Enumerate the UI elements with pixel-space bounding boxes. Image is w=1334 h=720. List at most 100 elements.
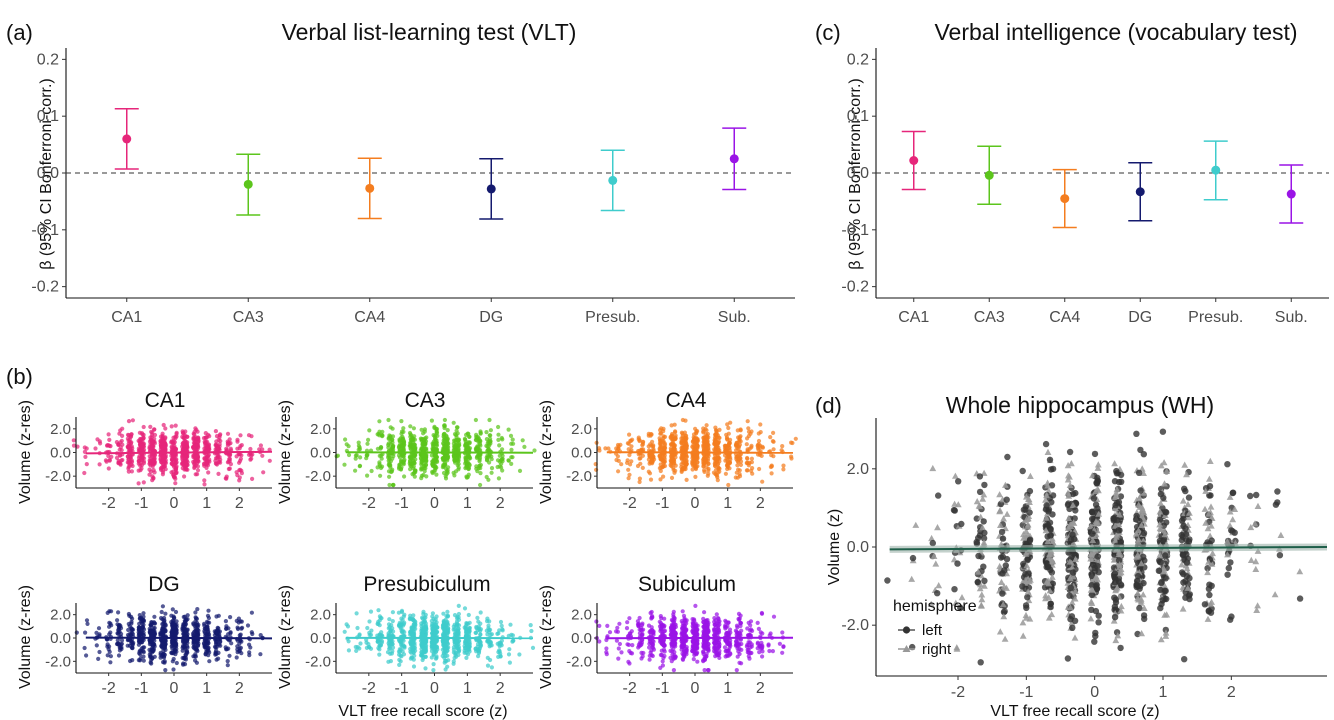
panel-b-point-ca1 xyxy=(106,466,111,471)
panel-b-point-dg xyxy=(148,654,153,660)
panel-b-point-ca4 xyxy=(734,470,739,475)
panel-b-point-ca4 xyxy=(736,445,741,450)
panel-b-point-presubiculum xyxy=(465,642,470,647)
panel-b-point-ca4 xyxy=(703,439,708,444)
panel-b-point-dg xyxy=(237,633,242,638)
panel-b-point-ca1 xyxy=(225,431,231,436)
panel-b-point-dg xyxy=(206,608,211,613)
panel-b-point-ca1 xyxy=(159,467,164,472)
panel-b-point-dg xyxy=(237,648,242,653)
panel-b-point-ca4 xyxy=(705,442,710,447)
panel-b-point-ca4 xyxy=(668,435,673,440)
panel-b-point-presubiculum xyxy=(377,647,382,652)
panel-b-point-dg xyxy=(137,616,142,621)
panel-b-point-presubiculum xyxy=(412,653,417,658)
panel-b-point-subiculum xyxy=(770,649,776,654)
panel-b-point-presubiculum xyxy=(431,668,436,673)
panel-b-point-dg xyxy=(206,632,212,637)
panel-b-point-ca3 xyxy=(467,462,472,467)
panel-b-point-ca3 xyxy=(388,425,393,430)
panel-b-point-ca4 xyxy=(626,476,631,481)
panel-b-y-tick-label-ca4: 2.0 xyxy=(571,421,592,438)
panel-b-point-ca3 xyxy=(390,444,395,449)
panel-b-label: (b) xyxy=(6,364,33,389)
panel-b-point-ca1 xyxy=(184,461,189,466)
panel-b-point-subiculum xyxy=(662,649,667,654)
panel-b-point-ca1 xyxy=(83,454,88,459)
panel-c-x-tick-label: Sub. xyxy=(1275,309,1308,326)
panel-b-point-ca4 xyxy=(627,472,632,477)
panel-b-point-ca3 xyxy=(412,461,417,466)
panel-b-point-ca4 xyxy=(717,427,722,432)
panel-b-point-ca4 xyxy=(637,438,642,444)
panel-b-point-ca4 xyxy=(758,422,763,427)
panel-b-point-ca3 xyxy=(369,468,374,474)
panel-b-point-presubiculum xyxy=(442,628,447,633)
panel-b-point-dg xyxy=(225,663,230,668)
panel-b-point-presubiculum xyxy=(346,639,351,644)
panel-b-point-ca1 xyxy=(170,457,175,462)
panel-b-point-ca4 xyxy=(658,446,663,452)
panel-b-point-ca3 xyxy=(473,417,478,423)
panel-b-point-ca3 xyxy=(522,444,527,449)
panel-b-point-dg xyxy=(96,626,102,631)
panel-b-point-dg xyxy=(195,607,200,612)
panel-b-point-ca4 xyxy=(669,442,674,447)
panel-b-point-dg xyxy=(141,658,146,663)
panel-b-point-ca3 xyxy=(432,424,437,429)
panel-b-point-ca3 xyxy=(391,482,396,488)
panel-b-point-ca1 xyxy=(213,443,218,448)
panel-b-y-tick-label-dg: -2.0 xyxy=(45,653,71,670)
panel-b-point-ca1 xyxy=(228,446,233,451)
panel-b-point-ca1 xyxy=(109,454,114,459)
panel-b-x-tick-label-dg: 1 xyxy=(202,680,211,697)
panel-b-point-presubiculum xyxy=(496,631,501,636)
panel-b-point-ca3 xyxy=(510,437,515,442)
panel-b-point-presubiculum xyxy=(499,623,504,629)
panel-b-point-ca3 xyxy=(407,461,412,466)
panel-b-point-subiculum xyxy=(702,668,707,673)
panel-b-point-ca4 xyxy=(679,446,684,451)
panel-b-point-ca4 xyxy=(769,471,774,476)
panel-b-point-ca3 xyxy=(478,453,483,458)
panel-b-point-ca3 xyxy=(463,437,468,442)
panel-b-point-subiculum xyxy=(637,615,642,621)
panel-b-point-dg xyxy=(225,659,230,664)
panel-b-point-dg xyxy=(152,614,157,619)
panel-b-point-ca3 xyxy=(364,453,369,458)
panel-b-point-dg xyxy=(181,661,186,666)
panel-b-point-ca1 xyxy=(202,456,207,461)
panel-b-point-ca4 xyxy=(657,454,662,459)
panel-b-point-presubiculum xyxy=(397,657,402,663)
panel-a-x-tick-label: CA3 xyxy=(233,309,264,326)
panel-b-point-dg xyxy=(96,656,101,662)
panel-b-point-presubiculum xyxy=(443,654,448,659)
panel-b-point-subiculum xyxy=(605,623,610,629)
panel-b-point-presubiculum xyxy=(477,626,482,631)
panel-b-point-ca3 xyxy=(419,427,424,432)
panel-b-y-tick-label-ca1: 2.0 xyxy=(50,421,71,438)
panel-b-point-ca3 xyxy=(399,419,404,424)
panel-b-point-dg xyxy=(202,645,207,650)
panel-c-y-tick-label: 0.1 xyxy=(847,108,869,125)
panel-b-point-ca4 xyxy=(702,442,707,448)
panel-b-point-presubiculum xyxy=(445,664,450,669)
panel-b-point-ca4 xyxy=(694,455,700,460)
panel-b-point-dg xyxy=(160,626,165,631)
panel-b-point-presubiculum xyxy=(367,630,372,636)
panel-b-point-presubiculum xyxy=(342,629,347,634)
panel-b-point-ca1 xyxy=(258,443,263,448)
panel-b-point-ca4 xyxy=(760,444,765,449)
panel-b-x-tick-label-dg: 0 xyxy=(170,680,179,697)
panel-b-point-ca4 xyxy=(771,430,776,435)
panel-b-point-ca1 xyxy=(139,431,145,436)
panel-b-point-dg xyxy=(207,659,212,664)
panel-b-point-ca1 xyxy=(214,461,219,466)
panel-b-point-ca4 xyxy=(727,460,733,465)
panel-b-point-ca4 xyxy=(662,459,668,464)
panel-b-point-ca3 xyxy=(386,442,391,448)
panel-b-point-ca3 xyxy=(478,471,483,476)
panel-b-point-ca3 xyxy=(386,469,392,474)
panel-a-x-tick-label: DG xyxy=(479,309,503,326)
panel-b-x-tick-label-ca3: 0 xyxy=(430,495,439,512)
